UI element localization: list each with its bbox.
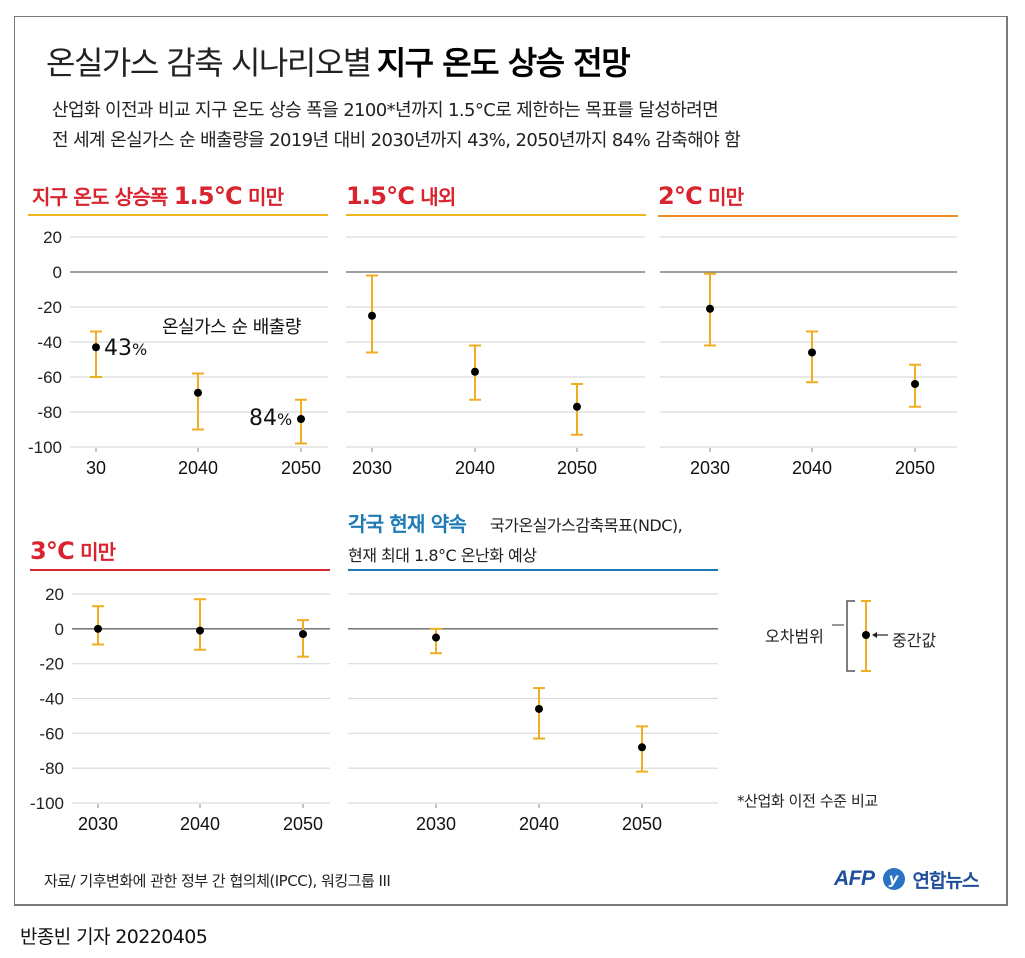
x-tick-label: 2040 [178,458,218,478]
x-tick-label: 2050 [557,458,597,478]
y-tick-label: -100 [30,794,64,813]
legend-range-label: 오차범위 [765,627,824,646]
footnote: *산업화 이전 수준 비교 [737,792,878,810]
x-tick-label: 2040 [519,814,559,834]
median-dot [808,348,816,357]
median-dot [194,388,202,397]
pct-2030-value: 43 [104,336,132,361]
panel-rule-4 [30,569,330,571]
pct-sign: % [277,410,293,429]
pct-sign: % [132,340,148,359]
pct-2050-value: 84 [249,406,277,431]
median-dot [573,402,581,411]
panel-title-prefix: 지구 온도 상승폭 [32,185,174,209]
y-tick-label: -80 [37,403,62,422]
byline: 반종빈 기자 20220405 [20,926,208,948]
y-tick-label: -80 [39,759,64,778]
y-tick-label: -60 [37,368,62,387]
median-dot [196,626,204,635]
median-dot [94,624,102,633]
panel-title-1-5-below: 지구 온도 상승폭 1.5°C 미만 [32,181,284,210]
median-dot [638,743,646,752]
y-tick-label: 0 [55,620,64,639]
x-tick-label: 2030 [352,458,392,478]
panel-title-num: 1.5°C [173,182,243,210]
x-tick-label: 2030 [690,458,730,478]
panel-title-ndc: 각국 현재 약속 [348,508,467,537]
infographic-frame [14,16,1008,906]
afp-logo: AFP [834,867,875,890]
y-tick-label: 20 [43,228,62,247]
median-dot [368,311,376,320]
legend-arrow-head [872,632,877,638]
x-tick-label: 2050 [281,458,321,478]
x-tick-label: 2040 [180,814,220,834]
panel-title-suffix: 미만 [701,185,744,209]
panel-rule-2 [346,214,646,216]
x-tick-label: 2050 [283,814,323,834]
panel-subtitle-ndc-1: 국가온실가스감축목표(NDC), [490,516,683,535]
subtitle-line-2: 전 세계 온실가스 순 배출량을 2019년 대비 2030년까지 43%, 2… [52,130,741,151]
panel-title-main: 각국 현재 약속 [348,512,467,536]
median-dot [535,704,543,713]
y-tick-label: -20 [37,298,62,317]
median-dot [299,630,307,639]
title-bold: 지구 온도 상승 전망 [376,44,631,82]
subtitle-line-1: 산업화 이전과 비교 지구 온도 상승 폭을 2100*년까지 1.5°C로 제… [52,100,719,121]
panel-subtitle-ndc-2: 현재 최대 1.8°C 온난화 예상 [348,546,537,565]
yonhap-logo-icon: y [882,868,905,890]
legend-bracket [846,600,855,672]
y-tick-label: -60 [39,724,64,743]
yonhap-logo-text: 연합뉴스 [912,869,980,892]
y-tick-label: -40 [37,333,62,352]
x-tick-label: 30 [86,458,106,478]
panel-rule-3 [658,215,958,217]
panel-title-3-below: 3°C 미만 [30,536,116,565]
panel-title-suffix: 미만 [241,185,284,209]
series-label: 온실가스 순 배출량 [162,317,301,338]
panel-title-num: 1.5°C [346,182,415,210]
panel-title-num: 3°C [30,537,75,565]
x-tick-label: 2030 [416,814,456,834]
panel-title-suffix: 내외 [414,185,456,209]
y-tick-label: 20 [45,585,64,604]
median-dot [432,633,440,642]
median-dot [92,343,100,352]
page-title: 온실가스 감축 시나리오별 지구 온도 상승 전망 [46,38,631,84]
median-dot [706,304,714,313]
y-tick-label: -100 [28,438,62,457]
panel-rule-1 [28,214,328,216]
x-tick-label: 2030 [78,814,118,834]
panel-title-suffix: 미만 [73,540,116,564]
title-light: 온실가스 감축 시나리오별 [46,44,372,82]
y-tick-label: -40 [39,690,64,709]
source-credit: 자료/ 기후변화에 관한 정부 간 협의체(IPCC), 워킹그룹 III [44,872,391,890]
x-tick-label: 2040 [792,458,832,478]
median-dot [911,380,919,388]
y-tick-label: -20 [39,655,64,674]
x-tick-label: 2050 [622,814,662,834]
legend-graphic [832,600,888,672]
x-tick-label: 2050 [895,458,935,478]
y-tick-label: 0 [53,263,62,282]
median-dot [471,367,479,376]
legend-median-dot [862,631,870,639]
panel-title-num: 2°C [658,182,703,210]
publisher-logos: AFP y 연합뉴스 [834,866,980,892]
panel-rule-5 [348,569,718,571]
panel-title-1-5-around: 1.5°C 내외 [346,181,456,210]
x-tick-label: 2040 [455,458,495,478]
pct-2030-label: 43% [104,336,147,361]
pct-2050-label: 84% [249,406,292,431]
median-dot [297,415,305,423]
legend-median-label: 중간값 [892,631,937,650]
panel-title-2-below: 2°C 미만 [658,181,744,210]
